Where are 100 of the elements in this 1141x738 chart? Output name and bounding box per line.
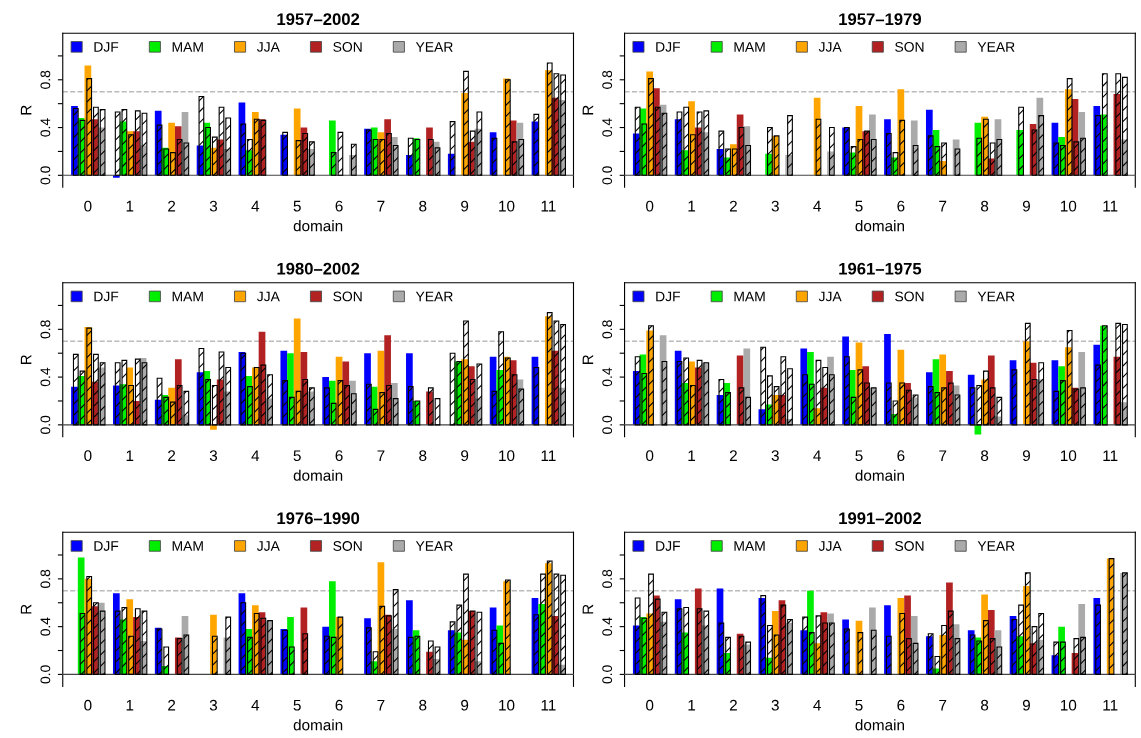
y-tick-label: 0.8 (602, 70, 613, 89)
x-axis-title: domain (293, 220, 343, 232)
x-tick-label: 3 (209, 200, 218, 212)
chart-title: 1957–1979 (839, 13, 922, 26)
x-tick-label: 11 (541, 699, 556, 711)
x-tick-label: 7 (377, 450, 385, 461)
legend-label: SON (895, 291, 924, 302)
legend-label: MAM (172, 42, 203, 52)
x-tick-label: 8 (981, 699, 989, 711)
x-tick-label: 5 (293, 699, 301, 711)
x-tick-label: 9 (1022, 200, 1030, 212)
x-tick-label: 3 (209, 699, 218, 711)
legend-label: SON (333, 291, 362, 302)
chart-title: 1961–1975 (839, 262, 922, 275)
legend-label: DJF (94, 291, 119, 302)
x-tick-label: 5 (855, 200, 863, 212)
chart-title: 1980–2002 (277, 262, 360, 275)
x-tick-label: 0 (84, 450, 92, 462)
x-tick-label: 1 (688, 200, 696, 212)
y-tick-label: 0.4 (602, 617, 613, 636)
x-tick-label: 11 (1103, 200, 1118, 212)
y-tick-label: 0.8 (40, 320, 51, 339)
legend-label: YEAR (977, 291, 1015, 302)
x-tick-label: 0 (84, 699, 92, 711)
x-tick-label: 5 (293, 200, 301, 212)
x-tick-label: 7 (939, 699, 947, 711)
x-tick-label: 6 (897, 699, 905, 711)
x-tick-label: 4 (251, 200, 260, 212)
legend-label: YEAR (977, 541, 1015, 551)
y-axis-title: R (582, 105, 594, 115)
x-tick-label: 4 (813, 200, 821, 212)
x-tick-label: 2 (729, 699, 737, 711)
y-tick-label: 0.4 (40, 367, 51, 387)
x-tick-label: 7 (377, 200, 385, 212)
x-tick-label: 7 (377, 699, 385, 711)
y-axis-title: R (20, 354, 32, 365)
legend-label: YEAR (415, 42, 453, 52)
legend-label: JJA (256, 291, 280, 302)
x-tick-label: 9 (1022, 450, 1030, 462)
x-tick-label: 2 (168, 450, 176, 461)
x-tick-label: 9 (1022, 699, 1030, 711)
x-tick-label: 6 (335, 200, 343, 212)
y-tick-label: 0.8 (40, 70, 51, 89)
x-tick-label: 3 (771, 200, 779, 212)
x-tick-label: 10 (499, 200, 515, 212)
legend-label: DJF (656, 42, 681, 52)
x-tick-label: 5 (293, 450, 301, 462)
legend-label: JJA (256, 541, 280, 551)
x-tick-label: 9 (461, 200, 469, 212)
x-tick-label: 0 (646, 200, 654, 212)
legend-label: MAM (172, 291, 203, 302)
y-tick-label: 0.0 (602, 665, 613, 684)
y-axis-title: R (582, 354, 594, 365)
x-tick-label: 6 (897, 450, 905, 462)
x-axis-title: domain (855, 220, 904, 232)
legend-label: SON (895, 541, 924, 551)
x-tick-label: 0 (84, 200, 92, 212)
x-tick-label: 4 (813, 699, 821, 711)
y-tick-label: 0.0 (40, 665, 51, 684)
x-axis-title: domain (855, 469, 904, 481)
x-tick-label: 9 (461, 450, 469, 462)
x-tick-label: 3 (209, 450, 218, 462)
legend-label: JJA (818, 42, 842, 52)
x-tick-label: 2 (168, 699, 176, 711)
legend-label: DJF (656, 541, 681, 551)
legend-label: SON (333, 41, 362, 52)
x-tick-label: 8 (419, 200, 427, 212)
legend-label: JJA (818, 541, 842, 551)
x-tick-label: 0 (646, 450, 654, 462)
x-tick-label: 10 (1060, 699, 1077, 711)
x-tick-label: 10 (1060, 200, 1077, 212)
y-axis-title: R (20, 105, 32, 115)
legend-label: MAM (734, 541, 765, 551)
legend-label: DJF (656, 291, 681, 302)
x-tick-label: 2 (729, 450, 737, 461)
x-tick-label: 1 (688, 699, 696, 711)
y-tick-label: 0.0 (602, 415, 613, 434)
y-tick-label: 0.4 (40, 118, 51, 137)
x-tick-label: 4 (813, 450, 821, 461)
x-axis-title: domain (293, 469, 343, 481)
x-tick-label: 1 (126, 699, 134, 711)
x-tick-label: 1 (126, 200, 134, 212)
legend-label: MAM (734, 42, 765, 52)
x-tick-label: 11 (1103, 450, 1118, 461)
chart-title: 1976–1990 (277, 512, 360, 525)
y-tick-label: 0.8 (602, 569, 613, 588)
x-tick-label: 4 (251, 699, 260, 711)
x-tick-label: 0 (646, 699, 654, 711)
x-axis-title: domain (855, 719, 904, 731)
x-tick-label: 5 (855, 699, 863, 711)
x-tick-label: 7 (939, 450, 947, 461)
x-axis-title: domain (293, 719, 343, 731)
x-tick-label: 10 (499, 699, 515, 711)
y-tick-label: 0.0 (602, 166, 613, 185)
x-tick-label: 11 (541, 450, 556, 461)
x-tick-label: 11 (1103, 699, 1118, 711)
legend-label: DJF (94, 541, 119, 551)
x-tick-label: 7 (939, 200, 947, 212)
y-tick-label: 0.8 (602, 320, 613, 339)
legend-label: SON (333, 541, 362, 551)
